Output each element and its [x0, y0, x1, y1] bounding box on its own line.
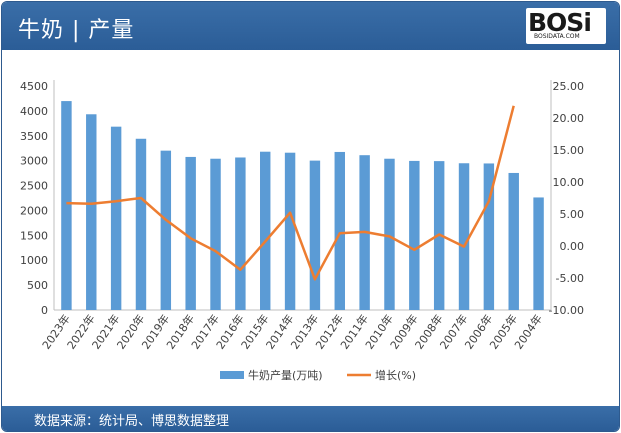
- y-right-tick-label: 25.00: [553, 80, 585, 93]
- y-axis-left-labels: 0 500 1000 1500 2000 2500 3000 3500 4000 4500: [20, 80, 48, 317]
- y-right-tick-label: 5.00: [560, 208, 585, 221]
- y-left-tick-label: 2000: [20, 204, 48, 217]
- bar: [533, 197, 544, 310]
- y-right-tick-label: 0.00: [560, 240, 585, 253]
- logo-subtext: BOSIDATA.COM: [534, 33, 580, 40]
- bar: [284, 152, 296, 310]
- bar: [483, 163, 495, 310]
- y-right-tick-label: -10.00: [549, 304, 584, 317]
- bar: [409, 160, 420, 310]
- y-left-tick-label: 1000: [20, 254, 48, 267]
- bar: [160, 150, 172, 310]
- legend-label-line: 增长(%): [375, 368, 416, 382]
- y-left-tick-label: 500: [27, 279, 48, 292]
- y-left-tick-label: 3500: [20, 130, 48, 143]
- y-left-tick-label: 1500: [20, 229, 48, 242]
- chart-axes: [53, 80, 552, 311]
- y-left-tick-label: 3000: [20, 155, 48, 168]
- y-left-tick-label: 4500: [20, 80, 48, 93]
- logo: BOSi BOSIDATA.COM: [526, 8, 606, 44]
- bar: [384, 158, 395, 310]
- bar: [210, 158, 221, 310]
- footer-bar: 数据来源：统计局、博思数据整理: [2, 406, 619, 431]
- bar-series: [61, 101, 544, 311]
- bar: [185, 156, 196, 310]
- bar: [508, 172, 519, 310]
- bar: [61, 101, 72, 310]
- bar: [135, 138, 147, 310]
- bar: [86, 114, 97, 311]
- y-right-tick-label: 15.00: [553, 144, 585, 157]
- source-note: 数据来源：统计局、博思数据整理: [34, 414, 230, 429]
- y-right-tick-label: -5.00: [556, 272, 584, 285]
- y-left-tick-label: 2500: [20, 180, 48, 193]
- bar: [110, 126, 122, 310]
- page-title: 牛奶 | 产量: [18, 18, 135, 43]
- y-right-tick-label: 20.00: [553, 112, 585, 125]
- bar: [309, 160, 321, 310]
- y-right-tick-label: 10.00: [553, 176, 585, 189]
- header-bar: 牛奶 | 产量 BOSi BOSIDATA.COM: [2, 2, 619, 50]
- growth-line: [66, 105, 515, 281]
- y-left-tick-label: 0: [41, 304, 48, 317]
- legend: 牛奶产量(万吨) 增长(%): [220, 368, 416, 382]
- y-left-tick-label: 4000: [20, 105, 48, 118]
- logo-mark: BOSi: [528, 8, 592, 37]
- x-axis-labels: 2023年2022年2021年2020年2019年2018年2017年2016年…: [39, 312, 545, 352]
- y-axis-right-labels: -10.00 -5.00 0.00 5.00 10.00 15.00 20.00 25.00: [549, 80, 584, 317]
- legend-swatch-bar: [220, 371, 244, 379]
- bar: [260, 151, 271, 310]
- line-series: [66, 105, 515, 281]
- legend-label-bar: 牛奶产量(万吨): [248, 368, 323, 382]
- combo-chart: 2023年2022年2021年2020年2019年2018年2017年2016年…: [20, 80, 584, 382]
- bar: [334, 151, 345, 310]
- bar: [458, 163, 470, 310]
- bar: [235, 157, 246, 310]
